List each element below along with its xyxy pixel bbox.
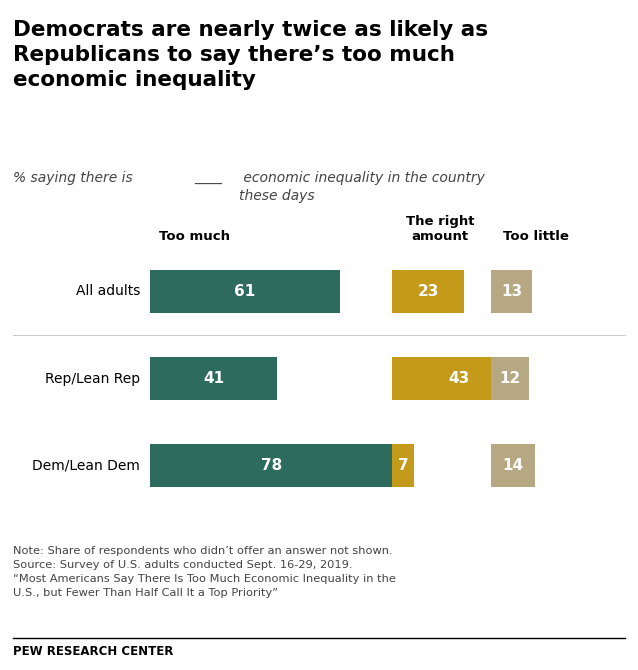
- FancyBboxPatch shape: [392, 270, 464, 314]
- Text: ____: ____: [195, 171, 223, 185]
- Text: Democrats are nearly twice as likely as
Republicans to say there’s too much
econ: Democrats are nearly twice as likely as …: [13, 20, 488, 90]
- Text: The right
amount: The right amount: [406, 214, 475, 243]
- FancyBboxPatch shape: [392, 357, 526, 401]
- Text: 7: 7: [398, 458, 408, 473]
- Text: Dem/Lean Dem: Dem/Lean Dem: [33, 459, 140, 472]
- FancyBboxPatch shape: [150, 444, 392, 488]
- Text: 78: 78: [260, 458, 282, 473]
- Text: Too little: Too little: [503, 230, 569, 243]
- Text: 43: 43: [449, 371, 470, 386]
- Text: 61: 61: [234, 284, 255, 299]
- Text: PEW RESEARCH CENTER: PEW RESEARCH CENTER: [13, 645, 173, 657]
- Text: 41: 41: [203, 371, 224, 386]
- Text: 14: 14: [503, 458, 524, 473]
- Text: economic inequality in the country
these days: economic inequality in the country these…: [239, 171, 485, 203]
- Text: 23: 23: [417, 284, 439, 299]
- Text: 13: 13: [501, 284, 522, 299]
- Text: All adults: All adults: [76, 285, 140, 298]
- FancyBboxPatch shape: [150, 270, 339, 314]
- Text: 12: 12: [500, 371, 521, 386]
- FancyBboxPatch shape: [150, 357, 278, 401]
- Text: % saying there is: % saying there is: [13, 171, 133, 185]
- FancyBboxPatch shape: [392, 444, 414, 488]
- FancyBboxPatch shape: [491, 270, 531, 314]
- Text: Note: Share of respondents who didn’t offer an answer not shown.
Source: Survey : Note: Share of respondents who didn’t of…: [13, 546, 396, 598]
- FancyBboxPatch shape: [491, 444, 535, 488]
- Text: Rep/Lean Rep: Rep/Lean Rep: [45, 372, 140, 385]
- FancyBboxPatch shape: [491, 357, 528, 401]
- Text: Too much: Too much: [159, 230, 230, 243]
